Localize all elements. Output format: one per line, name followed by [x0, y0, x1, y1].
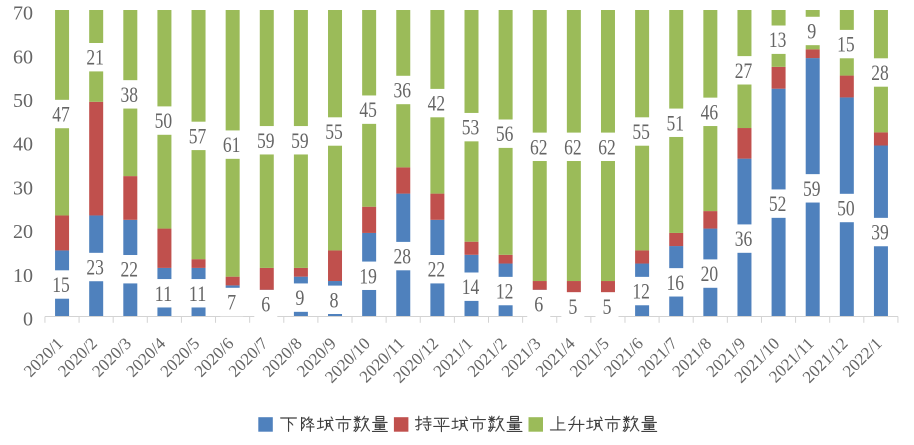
svg-text:55: 55: [632, 119, 650, 144]
svg-text:5: 5: [568, 294, 577, 319]
svg-text:9: 9: [807, 18, 816, 43]
svg-text:36: 36: [394, 77, 412, 102]
svg-text:15: 15: [52, 272, 70, 297]
svg-text:23: 23: [86, 255, 104, 280]
svg-text:55: 55: [325, 119, 343, 144]
svg-text:16: 16: [666, 270, 684, 295]
svg-text:51: 51: [666, 110, 684, 135]
svg-text:60: 60: [13, 46, 33, 68]
svg-text:40: 40: [13, 134, 33, 156]
svg-text:61: 61: [223, 132, 241, 157]
svg-text:38: 38: [121, 82, 139, 107]
svg-text:53: 53: [462, 115, 480, 140]
svg-text:28: 28: [871, 60, 889, 85]
svg-text:0: 0: [23, 309, 33, 331]
svg-text:15: 15: [837, 32, 855, 57]
svg-text:62: 62: [598, 134, 616, 159]
svg-text:52: 52: [769, 191, 787, 216]
svg-text:50: 50: [837, 196, 855, 221]
svg-text:22: 22: [121, 257, 139, 282]
svg-text:62: 62: [564, 134, 582, 159]
svg-text:6: 6: [261, 292, 270, 317]
svg-text:47: 47: [52, 102, 70, 127]
svg-text:20: 20: [13, 221, 33, 243]
svg-text:20: 20: [701, 261, 719, 286]
svg-text:70: 70: [13, 3, 33, 25]
svg-text:59: 59: [803, 176, 821, 201]
svg-text:12: 12: [496, 279, 514, 304]
svg-text:19: 19: [359, 263, 377, 288]
svg-text:50: 50: [155, 108, 173, 133]
svg-text:42: 42: [428, 91, 446, 116]
svg-text:57: 57: [189, 123, 207, 148]
svg-text:14: 14: [462, 274, 480, 299]
svg-text:56: 56: [496, 121, 514, 146]
svg-text:13: 13: [769, 27, 787, 52]
svg-text:11: 11: [155, 281, 173, 306]
svg-text:10: 10: [13, 265, 33, 287]
svg-text:50: 50: [13, 90, 33, 112]
svg-text:62: 62: [530, 134, 548, 159]
svg-text:5: 5: [602, 294, 611, 319]
svg-text:11: 11: [189, 281, 207, 306]
svg-text:6: 6: [534, 292, 543, 317]
svg-text:7: 7: [227, 290, 236, 315]
svg-text:8: 8: [330, 287, 339, 312]
svg-text:30: 30: [13, 177, 33, 199]
svg-text:9: 9: [295, 285, 304, 310]
svg-text:59: 59: [291, 128, 309, 153]
svg-text:46: 46: [701, 99, 719, 124]
svg-text:22: 22: [428, 257, 446, 282]
svg-text:39: 39: [871, 220, 889, 245]
svg-text:36: 36: [735, 226, 753, 251]
svg-text:12: 12: [632, 279, 650, 304]
svg-text:59: 59: [257, 128, 275, 153]
svg-text:27: 27: [735, 58, 753, 83]
svg-text:45: 45: [359, 97, 377, 122]
svg-text:28: 28: [394, 244, 412, 269]
svg-text:21: 21: [86, 45, 104, 70]
